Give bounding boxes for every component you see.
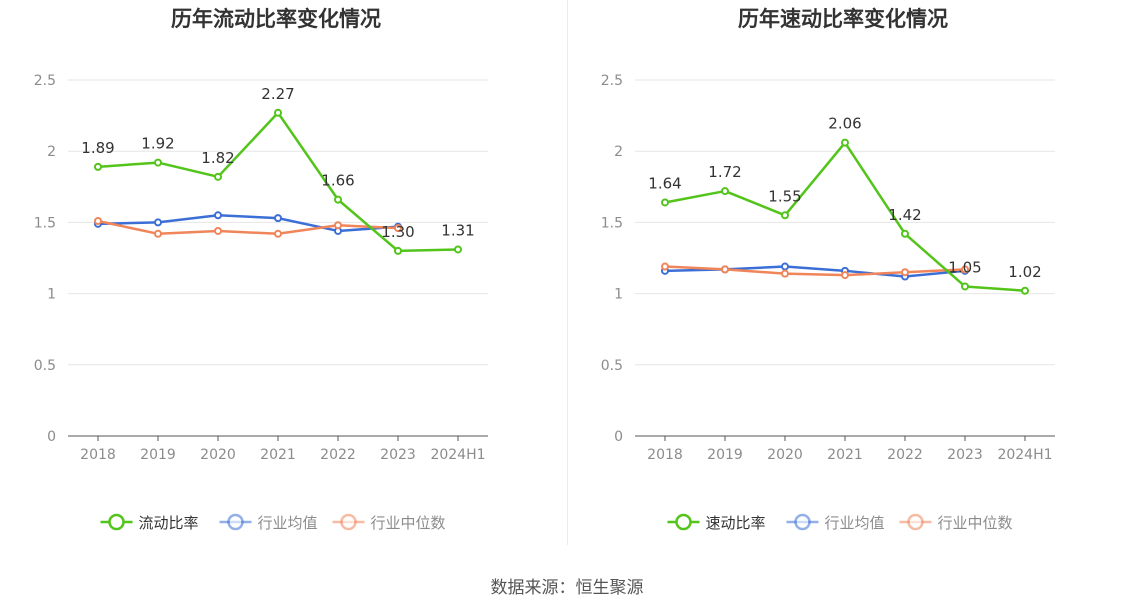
x-tick-label: 2019 (140, 447, 176, 463)
chart-title: 历年速动比率变化情况 (738, 7, 948, 31)
legend-item: 行业均值 (219, 513, 318, 532)
data-point (214, 226, 222, 235)
y-tick-label: 2.5 (34, 73, 56, 89)
legend-marker (907, 513, 924, 531)
data-label: 1.55 (768, 187, 801, 205)
data-point (781, 211, 789, 220)
data-label: 2.27 (261, 85, 294, 103)
data-point (94, 162, 102, 171)
series-line (664, 265, 966, 277)
data-point (334, 195, 342, 204)
legend-marker (227, 513, 244, 531)
x-tick-label: 2022 (320, 447, 356, 463)
chart-svg: 历年速动比率变化情况 0 0.5 1 1.5 2 2.5 2018 2019 2020 2021 20… (601, 7, 1055, 532)
y-tick-label: 0.5 (601, 358, 623, 374)
data-label: 1.42 (888, 206, 921, 224)
legend-label: 速动比率 (706, 514, 766, 532)
data-point (214, 211, 222, 220)
data-label: 1.82 (201, 149, 234, 167)
y-tick-label: 1 (614, 287, 623, 303)
series-line (97, 219, 399, 236)
data-point (661, 198, 669, 207)
data-source-note: 数据来源：恒生聚源 (490, 578, 644, 598)
data-point (94, 216, 102, 225)
legend-marker (108, 513, 125, 531)
data-label: 1.92 (141, 135, 174, 153)
legend-marker (794, 513, 811, 531)
data-label: 1.89 (81, 139, 114, 157)
data-label: 1.72 (708, 163, 741, 181)
data-label: 1.31 (441, 221, 474, 239)
data-label: 1.05 (948, 258, 981, 276)
legend-label: 行业均值 (258, 514, 318, 532)
x-tick-label: 2023 (947, 447, 983, 463)
x-tick-label: 2018 (80, 447, 116, 463)
data-label: 2.06 (828, 115, 861, 133)
data-point (721, 187, 729, 196)
data-point (214, 172, 222, 181)
legend-label: 流动比率 (139, 514, 199, 532)
data-point (394, 246, 402, 255)
legend-item: 行业中位数 (899, 513, 1013, 532)
y-tick-label: 2.5 (601, 73, 623, 89)
chart-svg: 历年流动比率变化情况 0 0.5 1 1.5 2 2.5 2018 2019 2020 2021 20… (34, 7, 488, 532)
data-point (154, 218, 162, 227)
data-point (961, 282, 969, 291)
x-tick-label: 2018 (647, 447, 683, 463)
x-tick-label: 2021 (827, 447, 863, 463)
legend-item: 行业均值 (786, 513, 885, 532)
data-point (781, 262, 789, 271)
legend-marker (675, 513, 692, 531)
data-point (334, 221, 342, 230)
legend-label: 行业中位数 (371, 514, 446, 532)
legend-item: 流动比率 (100, 513, 199, 532)
legend-marker (340, 513, 357, 531)
x-tick-label: 2020 (767, 447, 803, 463)
data-label: 1.30 (381, 223, 414, 241)
y-tick-label: 2 (614, 144, 623, 160)
chart-title: 历年流动比率变化情况 (171, 7, 381, 31)
y-tick-label: 1 (47, 287, 56, 303)
x-tick-label: 2024H1 (430, 447, 485, 463)
y-tick-label: 0 (47, 429, 56, 445)
x-tick-label: 2019 (707, 447, 743, 463)
data-point (274, 214, 282, 223)
data-point (841, 271, 849, 280)
legend-item: 速动比率 (667, 513, 766, 532)
data-point (394, 224, 402, 233)
x-tick-label: 2024H1 (997, 447, 1052, 463)
x-tick-label: 2020 (200, 447, 236, 463)
legend-item: 行业中位数 (332, 513, 446, 532)
data-point (901, 229, 909, 238)
data-point (154, 229, 162, 238)
data-label: 1.02 (1008, 263, 1041, 281)
y-tick-label: 2 (47, 144, 56, 160)
series-line (97, 214, 399, 233)
data-point (721, 265, 729, 274)
y-tick-label: 0 (614, 429, 623, 445)
data-point (454, 245, 462, 254)
current-ratio-chart: 历年流动比率变化情况 0 0.5 1 1.5 2 2.5 2018 2019 2020 2021 20… (0, 0, 567, 545)
data-label: 1.66 (321, 172, 354, 190)
x-tick-label: 2023 (380, 447, 416, 463)
data-point (274, 108, 282, 117)
data-point (274, 229, 282, 238)
y-tick-label: 1.5 (34, 215, 56, 231)
panel-divider (567, 0, 568, 545)
data-point (154, 158, 162, 167)
data-point (901, 268, 909, 277)
data-point (1021, 286, 1029, 295)
data-point (961, 265, 969, 274)
data-point (661, 262, 669, 271)
data-label: 1.64 (648, 174, 681, 192)
x-tick-label: 2021 (260, 447, 296, 463)
quick-ratio-chart: 历年速动比率变化情况 0 0.5 1 1.5 2 2.5 2018 2019 2020 2021 20… (567, 0, 1134, 545)
data-point (781, 269, 789, 278)
y-tick-label: 1.5 (601, 215, 623, 231)
legend-label: 行业均值 (825, 514, 885, 532)
x-tick-label: 2022 (887, 447, 923, 463)
y-tick-label: 0.5 (34, 358, 56, 374)
legend-label: 行业中位数 (938, 514, 1013, 532)
data-point (841, 138, 849, 147)
